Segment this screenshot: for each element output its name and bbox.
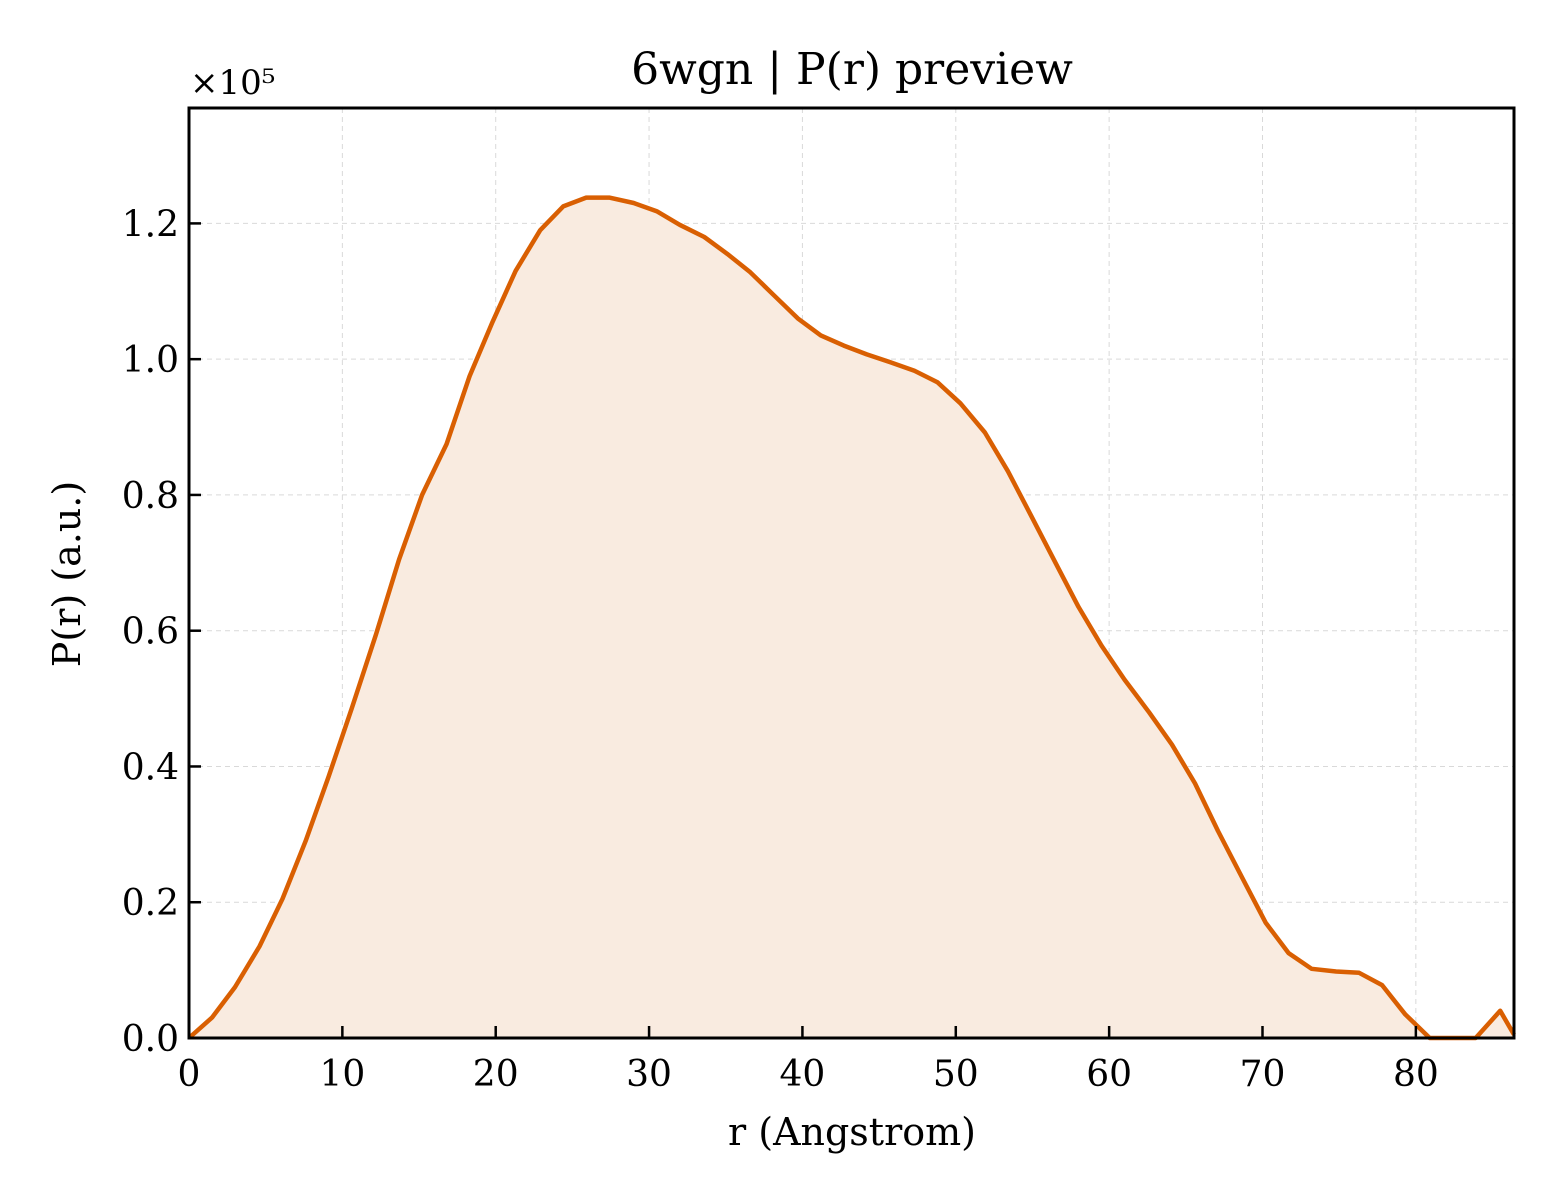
y-tick-label: 1.0 <box>122 340 179 381</box>
y-tick-label: 0.6 <box>122 612 179 653</box>
pr-curve-line <box>187 195 1516 1041</box>
y-tick-label: 0.4 <box>122 747 179 788</box>
y-tick-label: 0.2 <box>122 883 179 924</box>
x-tick-label: 30 <box>626 1054 672 1095</box>
x-tick-label: 10 <box>319 1054 365 1095</box>
axis-ticks: 0 10 20 30 40 50 60 70 80 0.0 0.2 0.4 0.6 0.8 1.0 1.2 <box>122 204 1439 1095</box>
y-tick-label: 0.8 <box>122 476 179 517</box>
plot-area <box>187 195 1516 1041</box>
plot-frame <box>187 106 1516 1040</box>
x-tick-label: 80 <box>1393 1054 1439 1095</box>
chart-title: 6wgn | P(r) preview <box>631 44 1073 95</box>
x-tick-label: 40 <box>780 1054 826 1095</box>
pr-area-fill <box>189 197 1514 1039</box>
y-tick-label: 1.2 <box>122 204 179 245</box>
x-tick-label: 20 <box>473 1054 519 1095</box>
x-tick-label: 60 <box>1086 1054 1132 1095</box>
y-multiplier-label: ×10⁵ <box>190 63 275 103</box>
x-axis-label: r (Angstrom) <box>728 1110 976 1154</box>
x-tick-label: 70 <box>1240 1054 1286 1095</box>
x-tick-label: 0 <box>178 1054 201 1095</box>
y-tick-label: 0.0 <box>122 1019 179 1060</box>
x-tick-label: 50 <box>933 1054 979 1095</box>
y-axis-label: P(r) (a.u.) <box>45 481 89 667</box>
